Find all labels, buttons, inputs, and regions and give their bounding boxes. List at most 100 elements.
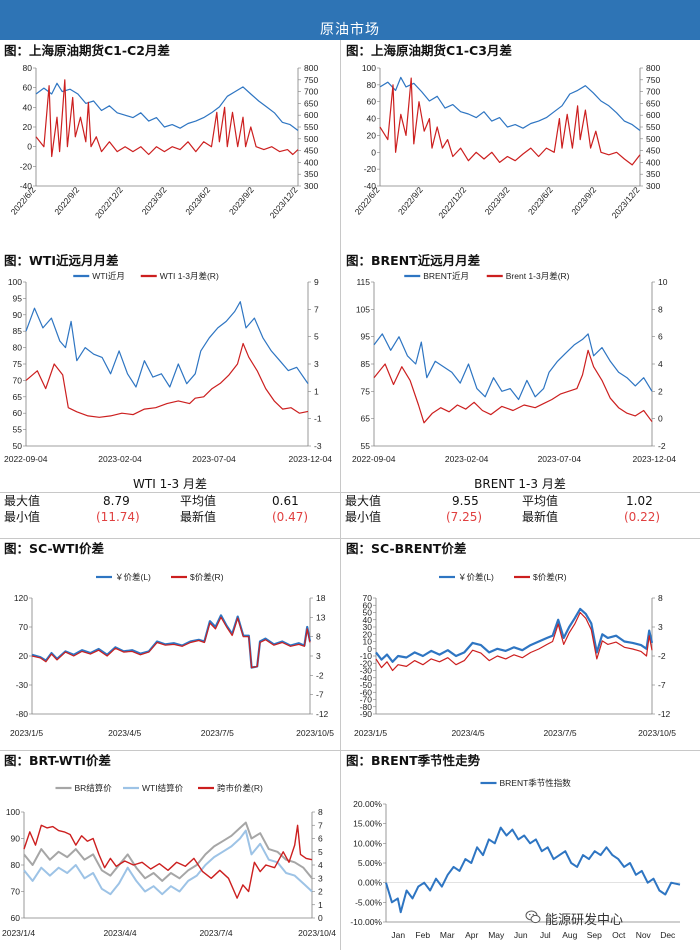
y-tick-label: 80 — [11, 860, 21, 870]
y-tick-label: -10.00% — [350, 917, 382, 927]
chart-brt-wti: 60 70 80 90 100 0 1 2 3 4 5 6 7 8 2023/1/4 2023/4/4 2023… — [2, 783, 336, 938]
x-tick-label: Sep — [587, 930, 602, 940]
y-tick-label: 100 — [8, 277, 22, 287]
y2-tick-label: 4 — [318, 860, 323, 870]
y-tick-label: 20 — [363, 629, 373, 639]
x-tick-label: 2023/6/2 — [183, 185, 212, 217]
y2-tick-label: 5 — [314, 332, 319, 342]
y2-tick-label: 400 — [646, 157, 660, 167]
y-tick-label: -40 — [364, 181, 377, 191]
x-tick-label: 2023/3/2 — [483, 185, 512, 217]
x-tick-label: Oct — [612, 930, 626, 940]
y-tick-label: 55 — [13, 425, 23, 435]
y2-tick-label: 450 — [646, 146, 660, 156]
legend-label: BRENT季节性指数 — [500, 778, 572, 788]
y2-tick-label: 8 — [658, 593, 663, 603]
series-line-BRENT季节性指数 — [385, 826, 681, 914]
y2-tick-label: 3 — [658, 622, 663, 632]
x-tick-label: 2023-07-04 — [192, 454, 236, 464]
y-tick-label: 0 — [367, 644, 372, 654]
y-tick-label: 40 — [367, 114, 377, 124]
y2-tick-label: 4 — [658, 359, 663, 369]
x-tick-label: Jul — [540, 930, 551, 940]
legend-label: WTI近月 — [92, 271, 125, 281]
y-tick-label: 120 — [14, 593, 28, 603]
legend-label: WTI 1-3月差(R) — [160, 271, 219, 281]
wti-avg-label: 平均值 — [180, 494, 217, 508]
y2-tick-label: -2 — [316, 670, 324, 680]
y-tick-label: 105 — [356, 304, 370, 314]
series-line-WTI 1-3月差(R) — [25, 342, 309, 418]
y2-tick-label: -7 — [316, 690, 324, 700]
y-tick-label: 75 — [13, 359, 23, 369]
y-tick-label: 0 — [27, 142, 32, 152]
y-tick-label: 10.00% — [353, 838, 382, 848]
y-tick-label: -90 — [360, 709, 373, 719]
brent-avg-value: 1.02 — [626, 494, 653, 508]
y2-tick-label: -7 — [658, 680, 666, 690]
y-tick-label: 100 — [362, 63, 376, 73]
series-line-Brent 1-3月差(R) — [373, 349, 653, 424]
y-tick-label: -30 — [16, 680, 29, 690]
y-tick-label: 75 — [361, 386, 371, 396]
brent-stats-title: BRENT 1-3 月差 — [474, 477, 566, 491]
wti-avg-value: 0.61 — [272, 494, 299, 508]
x-tick-label: 2023/6/2 — [526, 185, 555, 217]
y-tick-label: 95 — [13, 293, 23, 303]
y-tick-label: 0.00% — [358, 878, 383, 888]
y-tick-label: 50 — [363, 608, 373, 618]
y2-tick-label: 800 — [304, 63, 318, 73]
wti-min-value: (11.74) — [96, 510, 140, 524]
y-tick-label: 20.00% — [353, 799, 382, 809]
chart-sc-brent: -90-80-70-60-50-40-30-20-100102030405060… — [354, 572, 676, 738]
y-tick-label: 20 — [23, 122, 33, 132]
legend-label: $价差(R) — [533, 572, 567, 582]
y2-tick-label: 9 — [314, 277, 319, 287]
y-tick-label: 85 — [13, 326, 23, 336]
y2-tick-label: 18 — [316, 593, 326, 603]
x-tick-label: Jan — [391, 930, 405, 940]
y2-tick-label: 500 — [304, 134, 318, 144]
wechat-icon — [525, 910, 541, 924]
brent-latest-label: 最新值 — [522, 510, 559, 524]
legend-label: ￥价差(L) — [458, 572, 494, 582]
y-tick-label: -60 — [360, 687, 373, 697]
y2-tick-label: 350 — [304, 169, 318, 179]
y-tick-label: 60 — [367, 97, 377, 107]
panel-title-brent-seasonal: 图：BRENT季节性走势 — [346, 753, 481, 768]
y2-tick-label: 450 — [304, 146, 318, 156]
y2-tick-label: 0 — [658, 414, 663, 424]
y-tick-label: 70 — [11, 887, 21, 897]
y2-tick-label: 6 — [658, 332, 663, 342]
y-tick-label: -70 — [360, 695, 373, 705]
y-tick-label: 40 — [363, 615, 373, 625]
y-tick-label: 80 — [367, 80, 377, 90]
y-tick-label: 60 — [13, 408, 23, 418]
series-line-WTI结算价 — [23, 829, 313, 896]
x-tick-label: 2022/9/2 — [396, 185, 425, 217]
x-tick-label: 2023/10/5 — [296, 728, 334, 738]
y2-tick-label: 700 — [304, 87, 318, 97]
y2-tick-label: 2 — [658, 386, 663, 396]
x-tick-label: May — [488, 930, 505, 940]
y2-tick-label: -12 — [658, 709, 671, 719]
x-tick-label: 2023-12-04 — [289, 454, 333, 464]
y2-tick-label: -2 — [658, 441, 666, 451]
x-tick-label: 2023-07-04 — [538, 454, 582, 464]
y2-tick-label: 3 — [318, 873, 323, 883]
y-tick-label: -20 — [360, 658, 373, 668]
y-tick-label: -5.00% — [355, 897, 382, 907]
y2-tick-label: 3 — [314, 359, 319, 369]
y-tick-label: 20 — [367, 130, 377, 140]
panel-title-wti-spread: 图：WTI近远月月差 — [4, 253, 119, 268]
y2-tick-label: -3 — [314, 441, 322, 451]
y2-tick-label: 350 — [646, 169, 660, 179]
x-tick-label: 2023/12/2 — [268, 185, 300, 221]
y2-tick-label: 750 — [646, 75, 660, 85]
y2-tick-label: 3 — [316, 651, 321, 661]
y2-tick-label: 600 — [646, 110, 660, 120]
x-tick-label: 2023/4/5 — [108, 728, 141, 738]
x-tick-label: 2023/7/5 — [543, 728, 576, 738]
y2-tick-label: 750 — [304, 75, 318, 85]
